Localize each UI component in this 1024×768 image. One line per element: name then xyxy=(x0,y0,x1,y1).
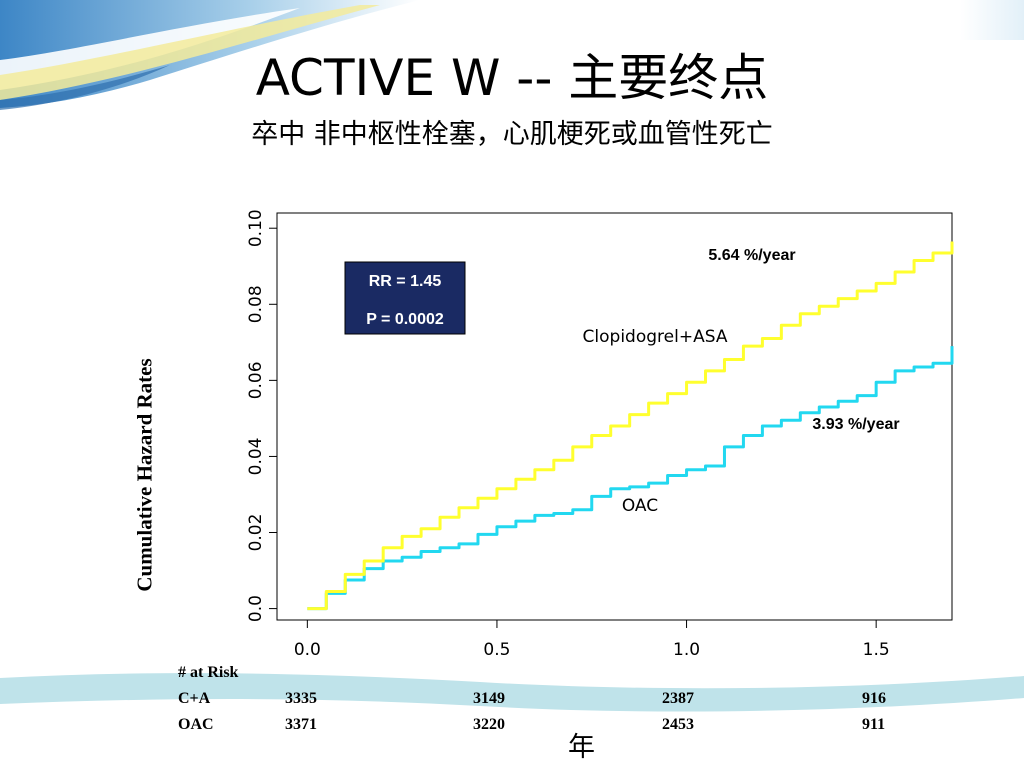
y-tick-label: 0.04 xyxy=(246,438,266,476)
x-tick-label: 0.0 xyxy=(294,640,321,660)
x-axis: 0.0 0.5 1.0 1.5 xyxy=(294,620,890,660)
series-lines xyxy=(307,241,954,611)
oac-rate-label: 3.93 %/year xyxy=(812,416,899,433)
slide-title: ACTIVE W -- 主要终点 xyxy=(255,49,769,107)
ca-series-label: Clopidogrel+ASA xyxy=(583,327,728,347)
series-line-oac xyxy=(307,346,954,611)
ca-rate-label: 5.64 %/year xyxy=(708,247,795,264)
risk-cell: 916 xyxy=(862,690,886,707)
oac-series-label: OAC xyxy=(622,496,658,516)
risk-cell: 3371 xyxy=(285,716,317,733)
y-axis: 0.0 0.02 0.04 0.06 0.08 0.10 xyxy=(246,209,277,622)
series-line-clopidogrel-asa xyxy=(307,241,954,611)
risk-cell: 911 xyxy=(862,716,886,733)
risk-row-label-oac: OAC xyxy=(178,716,214,733)
y-tick-label: 0.0 xyxy=(246,595,266,622)
slide-subtitle: 卒中 非中枢性栓塞，心肌梗死或血管性死亡 xyxy=(251,119,773,150)
y-tick-label: 0.02 xyxy=(246,514,266,552)
risk-cell: 2387 xyxy=(662,690,694,707)
risk-cell: 3220 xyxy=(473,716,505,733)
x-tick-label: 0.5 xyxy=(483,640,510,660)
wave-band-decoration xyxy=(0,673,1024,712)
y-tick-label: 0.06 xyxy=(246,361,266,399)
stat-box xyxy=(344,261,466,335)
y-tick-label: 0.08 xyxy=(246,285,266,323)
x-tick-label: 1.0 xyxy=(673,640,700,660)
p-value-label: P = 0.0002 xyxy=(366,311,444,328)
y-tick-label: 0.10 xyxy=(246,209,266,247)
x-axis-label: 年 xyxy=(568,732,595,763)
x-tick-label: 1.5 xyxy=(863,640,890,660)
risk-cell: 2453 xyxy=(662,716,694,733)
rr-label: RR = 1.45 xyxy=(369,273,442,290)
risk-cell: 3149 xyxy=(473,690,505,707)
risk-cell: 3335 xyxy=(285,690,317,707)
risk-table-header: # at Risk xyxy=(178,664,239,681)
header-swoosh-decoration xyxy=(0,0,1024,110)
risk-row-label-ca: C+A xyxy=(178,690,211,707)
